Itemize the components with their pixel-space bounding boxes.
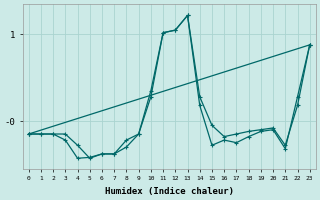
X-axis label: Humidex (Indice chaleur): Humidex (Indice chaleur): [105, 187, 234, 196]
